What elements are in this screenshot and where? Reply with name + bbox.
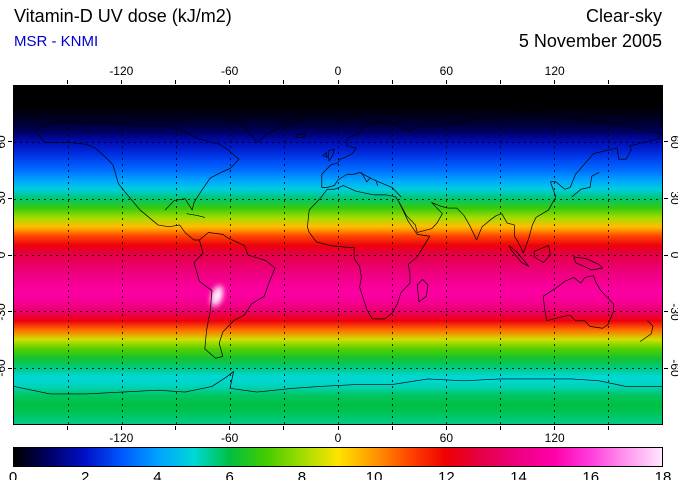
lon-tick — [391, 426, 393, 430]
coastline-eurasia — [322, 110, 660, 253]
lat-tick-label: 0 — [668, 252, 678, 259]
coastline-antarctica — [14, 371, 662, 394]
lat-gridline — [14, 367, 662, 369]
figure-source-label: MSR - KNMI — [14, 33, 99, 50]
lon-tick — [66, 426, 68, 430]
coastline-south-america — [194, 232, 275, 358]
colorbar-tick-label: 6 — [225, 469, 234, 480]
lon-tick — [120, 426, 122, 430]
lon-tick — [445, 426, 447, 430]
lat-tick-label: 60 — [668, 134, 678, 149]
colorbar-tick-label: 12 — [437, 469, 455, 480]
colorbar-area: 0 2 4 6 8 10 12 14 16 18 — [9, 447, 671, 480]
lon-tick — [229, 80, 231, 84]
lon-tick-label: 60 — [439, 431, 454, 445]
lon-tick — [66, 80, 68, 84]
lat-tick — [8, 254, 12, 256]
figure-title: Vitamin-D UV dose (kJ/m2) — [14, 6, 232, 26]
lon-tick-label: 120 — [544, 64, 565, 78]
figure-date: 5 November 2005 — [518, 31, 662, 51]
coastline-greenland — [228, 99, 302, 142]
lon-tick — [337, 426, 339, 430]
colorbar — [13, 447, 663, 467]
lon-tick — [500, 80, 501, 84]
sky-condition-label: Clear-sky — [585, 6, 662, 26]
coastline-japan — [572, 172, 599, 196]
colorbar-tick-label: 8 — [297, 469, 307, 480]
uv-dose-heatmap — [13, 85, 663, 425]
colorbar-tick-label: 0 — [8, 469, 18, 480]
lon-tick — [175, 426, 176, 430]
lon-tick — [229, 426, 231, 430]
lat-tick — [8, 197, 12, 199]
colorbar-tick-label: 4 — [153, 469, 162, 480]
lat-tick-label: 30 — [668, 191, 678, 206]
lat-gridline — [14, 142, 662, 144]
lon-tick-label: -60 — [220, 64, 239, 78]
coastline-new-zealand — [640, 321, 653, 342]
lat-tick-label: -30 — [0, 302, 8, 321]
lon-tick-label: 120 — [544, 431, 565, 445]
lat-tick — [664, 141, 668, 143]
lat-tick-label: 0 — [0, 252, 8, 259]
coastline-sumatra — [509, 246, 529, 267]
coastline-new-guinea — [574, 257, 603, 270]
lon-tick — [391, 80, 393, 84]
lat-gridline — [14, 311, 662, 313]
lat-tick — [8, 367, 12, 369]
lat-tick — [664, 254, 668, 256]
lat-tick — [664, 367, 668, 369]
lon-tick — [337, 80, 339, 84]
lon-tick — [175, 80, 176, 84]
colorbar-tick-label: 18 — [654, 469, 672, 480]
lon-tick — [608, 426, 610, 430]
lon-tick-label: 0 — [334, 431, 342, 445]
lon-tick — [554, 80, 556, 84]
lon-tick — [608, 80, 610, 84]
lon-tick-label: -120 — [109, 431, 134, 445]
lat-tick — [8, 141, 12, 143]
lat-tick — [664, 197, 668, 199]
colorbar-tick-label: 14 — [510, 469, 527, 480]
coastline-africa — [307, 186, 429, 319]
lat-tick-label: 60 — [0, 134, 8, 149]
coastline-iceland — [297, 134, 306, 138]
coastline-australia — [543, 276, 613, 329]
lat-tick-label: -60 — [0, 359, 8, 377]
coastline-britain-ireland — [323, 149, 335, 161]
lon-tick — [445, 80, 447, 84]
coastline-madagascar — [417, 279, 428, 302]
lat-tick — [8, 311, 12, 313]
lat-gridline — [14, 198, 662, 200]
lon-tick — [500, 426, 501, 430]
lon-tick-label: 0 — [334, 64, 342, 78]
lat-tick-label: -60 — [668, 359, 678, 377]
lon-tick-label: 60 — [439, 64, 454, 78]
lat-tick-label: -30 — [668, 302, 678, 321]
lat-gridline — [14, 255, 662, 256]
lon-tick — [554, 426, 556, 430]
coastline-caribbean — [187, 214, 205, 218]
graticule — [14, 86, 662, 424]
lon-tick — [120, 80, 122, 84]
lon-tick-label: -120 — [109, 64, 134, 78]
colorbar-tick-label: 2 — [81, 469, 90, 480]
colorbar-tick-label: 16 — [582, 469, 600, 480]
lon-tick — [283, 80, 285, 84]
lat-tick — [664, 311, 668, 313]
map-plot-area: -120 -120 -60 -60 0 0 60 60 120 120 60 60 30 30 0 0 -30 -… — [0, 64, 678, 445]
colorbar-tick-label: 10 — [365, 469, 383, 480]
lon-tick-label: -60 — [220, 431, 239, 445]
lat-tick-label: 30 — [0, 191, 8, 206]
lon-tick — [283, 426, 285, 430]
